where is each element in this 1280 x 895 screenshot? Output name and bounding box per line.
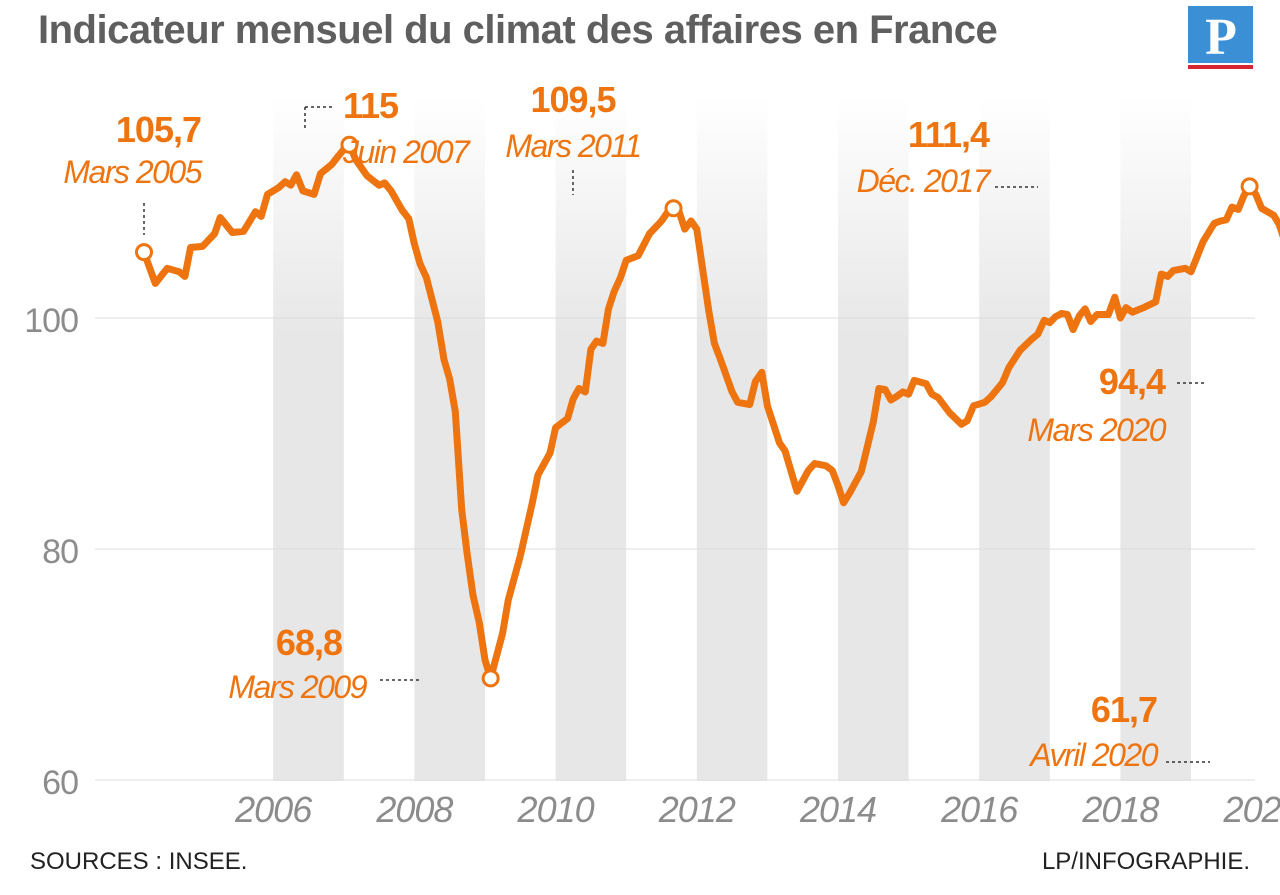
annotation-label: Mars 2005 (63, 154, 202, 190)
annotation-label: Mars 2009 (228, 669, 367, 705)
gridlines (95, 317, 1255, 781)
annotation-label: Mars 2011 (505, 128, 640, 164)
credit-note: LP/INFOGRAPHIE. (1041, 848, 1250, 875)
x-tick-label: 2012 (658, 789, 736, 830)
year-band-2008 (414, 95, 485, 781)
x-axis-ticks: 2006 2008 2010 2012 2014 2016 2018 2020 (234, 789, 1280, 830)
year-band-2016 (979, 95, 1050, 781)
year-bands (273, 95, 1191, 781)
point-marker (135, 243, 153, 262)
y-tick-label: 100 (24, 302, 78, 340)
logo-square (1188, 6, 1253, 63)
annotation-leaders (143, 106, 1210, 763)
year-band-2006 (273, 95, 344, 781)
x-tick-label: 2014 (799, 789, 876, 830)
annotation-value: 94,4 (1099, 361, 1166, 402)
x-tick-label: 2008 (375, 789, 453, 830)
year-band-2018 (1120, 95, 1191, 781)
annotation-value: 109,5 (530, 79, 616, 120)
point-marker (340, 135, 359, 154)
year-band-2010 (555, 95, 627, 781)
annotation-markers (135, 135, 1259, 688)
annotation-value: 105,7 (116, 109, 201, 150)
le-parisien-logo-icon: P (1188, 6, 1253, 69)
x-tick-label: 2016 (940, 789, 1019, 830)
point-marker (1240, 177, 1259, 196)
year-band-2014 (837, 95, 909, 781)
x-tick-label: 2018 (1081, 789, 1159, 830)
annotation-labels: 105,7 Mars 2005 115 Juin 2007 68,8 Mars 2009 1… (63, 79, 1168, 773)
point-marker (481, 669, 500, 688)
annotation-label: Juin 2007 (342, 134, 471, 170)
annotation-value: 68,8 (276, 622, 342, 663)
source-note: SOURCES : INSEE. (30, 848, 248, 875)
logo-letter: P (1205, 9, 1237, 66)
y-tick-label: 60 (42, 764, 78, 802)
annotation-label: Mars 2020 (1027, 412, 1166, 448)
annotation-value: 61,7 (1091, 689, 1157, 730)
y-axis-ticks: 60 80 100 (24, 302, 79, 802)
year-band-2012 (696, 95, 768, 781)
x-tick-label: 2020 (1223, 789, 1280, 830)
annotation-label: Déc. 2017 (857, 163, 992, 199)
point-marker (664, 199, 683, 218)
annotation-value: 111,4 (908, 114, 990, 155)
series-line (140, 141, 1280, 682)
y-tick-label: 80 (42, 533, 78, 571)
x-tick-label: 2006 (234, 789, 313, 830)
x-tick-label: 2010 (517, 789, 595, 830)
logo-stripe (1188, 65, 1253, 69)
chart-title: Indicateur mensuel du climat des affaire… (38, 8, 998, 52)
annotation-value: 115 (343, 85, 399, 126)
annotation-label: Avril 2020 (1028, 737, 1158, 773)
